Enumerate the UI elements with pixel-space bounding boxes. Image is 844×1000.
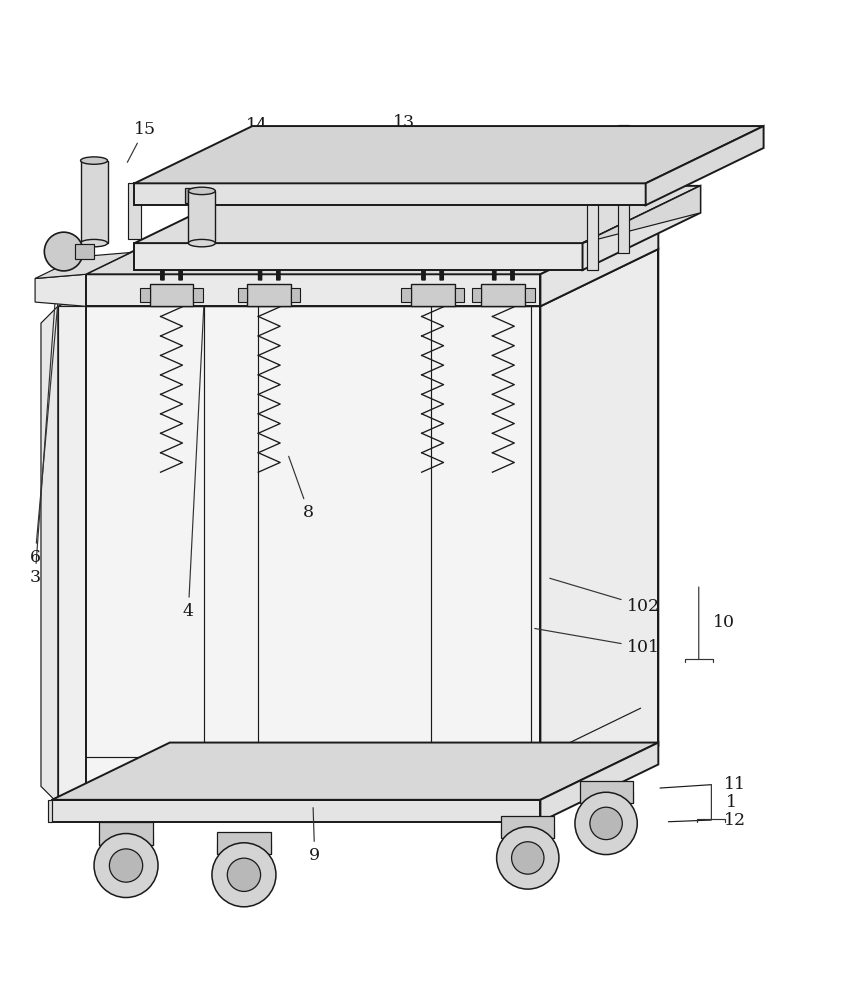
Polygon shape <box>134 126 763 183</box>
Polygon shape <box>134 243 582 270</box>
Bar <box>410 284 454 306</box>
Ellipse shape <box>80 239 107 247</box>
Polygon shape <box>85 306 540 803</box>
Bar <box>140 288 149 302</box>
Ellipse shape <box>188 239 215 247</box>
Polygon shape <box>540 743 657 822</box>
Polygon shape <box>47 800 51 822</box>
Bar <box>193 288 203 302</box>
Bar <box>481 284 525 306</box>
Bar <box>99 822 153 845</box>
Circle shape <box>212 843 276 907</box>
Text: 12: 12 <box>723 812 745 829</box>
Polygon shape <box>127 183 141 239</box>
Polygon shape <box>41 306 57 803</box>
Text: 6: 6 <box>30 259 62 566</box>
Text: 101: 101 <box>534 628 659 656</box>
Text: 9: 9 <box>309 808 320 864</box>
Text: 11: 11 <box>723 776 745 793</box>
Polygon shape <box>582 186 700 243</box>
Polygon shape <box>57 281 138 306</box>
Polygon shape <box>134 186 700 243</box>
Text: 15: 15 <box>127 121 155 162</box>
Polygon shape <box>134 183 645 205</box>
Text: 14: 14 <box>215 117 268 184</box>
Bar <box>75 244 94 259</box>
Text: 2: 2 <box>591 794 634 822</box>
Bar <box>454 288 463 302</box>
Text: 3: 3 <box>30 254 58 586</box>
Circle shape <box>109 849 143 882</box>
Text: 1: 1 <box>725 794 736 811</box>
Bar <box>525 288 534 302</box>
Bar <box>291 288 300 302</box>
Polygon shape <box>85 217 657 274</box>
Circle shape <box>227 858 260 891</box>
Circle shape <box>94 834 158 898</box>
Circle shape <box>574 792 636 855</box>
Bar <box>472 288 481 302</box>
Circle shape <box>44 232 83 271</box>
Polygon shape <box>540 249 657 803</box>
Polygon shape <box>35 274 85 306</box>
Ellipse shape <box>80 157 107 164</box>
Circle shape <box>511 842 544 874</box>
Bar <box>217 832 271 854</box>
Polygon shape <box>51 800 540 822</box>
Text: 8: 8 <box>289 456 314 521</box>
Bar <box>188 191 215 243</box>
Circle shape <box>589 807 621 840</box>
Ellipse shape <box>188 187 215 195</box>
Bar <box>238 288 247 302</box>
Polygon shape <box>57 306 85 803</box>
Polygon shape <box>51 743 657 800</box>
Polygon shape <box>85 249 657 306</box>
Bar <box>579 781 632 803</box>
Text: 10: 10 <box>712 614 734 631</box>
Polygon shape <box>35 253 130 278</box>
Bar <box>185 188 201 203</box>
Bar <box>500 816 554 838</box>
Bar <box>149 284 193 306</box>
Polygon shape <box>617 125 628 253</box>
Polygon shape <box>645 126 763 205</box>
Polygon shape <box>586 142 597 270</box>
Polygon shape <box>582 186 700 270</box>
Bar <box>401 288 410 302</box>
Bar <box>80 161 107 243</box>
Polygon shape <box>85 274 540 306</box>
Circle shape <box>496 827 558 889</box>
Bar <box>247 284 291 306</box>
Text: 102: 102 <box>549 578 659 615</box>
Text: 13: 13 <box>363 114 414 179</box>
Text: 4: 4 <box>182 232 208 620</box>
Polygon shape <box>540 217 657 306</box>
